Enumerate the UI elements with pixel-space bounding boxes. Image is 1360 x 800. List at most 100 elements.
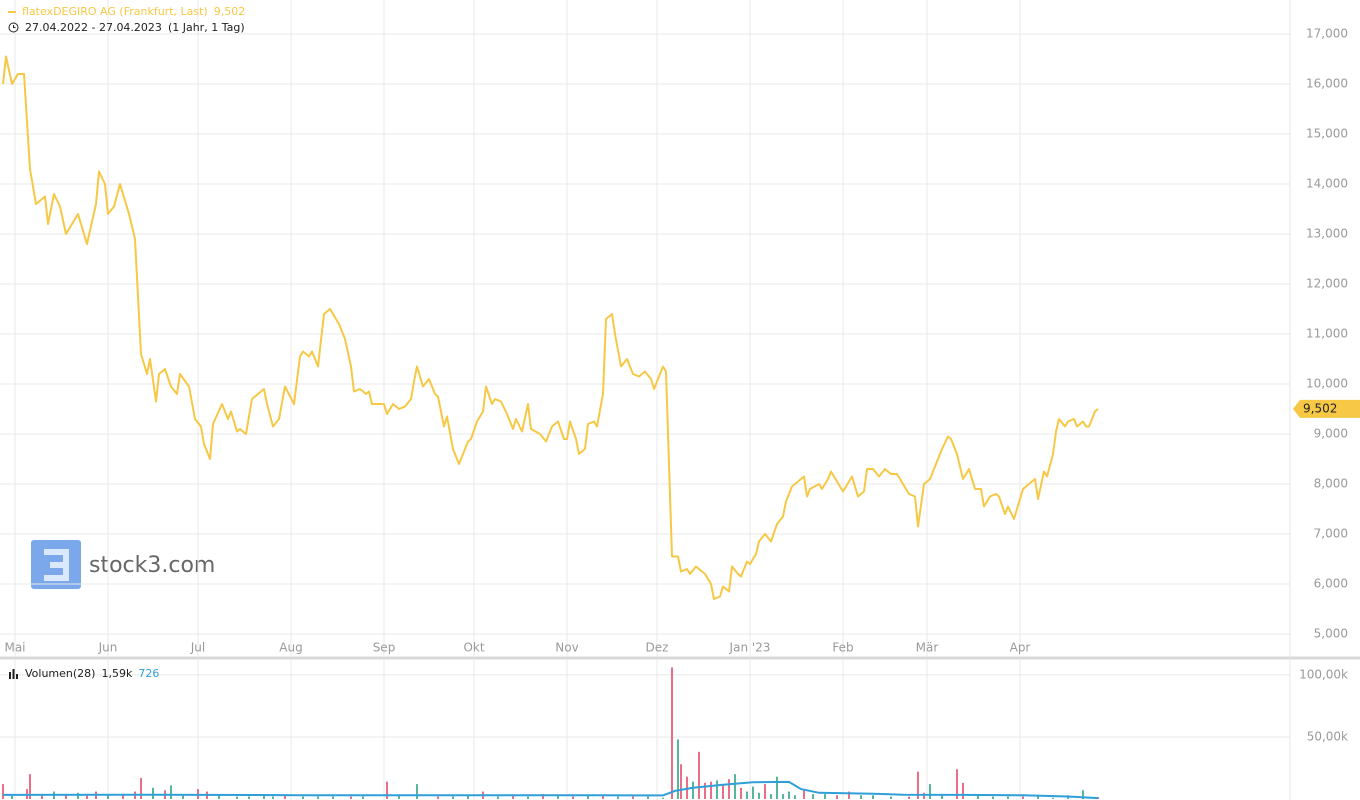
volume-bar: [512, 795, 514, 799]
volume-bar: [680, 764, 682, 799]
y-tick-label: 7,000: [1314, 527, 1348, 541]
y-tick-label: 9,000: [1314, 427, 1348, 441]
date-range: 27.04.2022 - 27.04.2023: [25, 21, 162, 34]
x-tick-label: Feb: [832, 641, 853, 655]
volume-bar: [398, 795, 400, 799]
volume-bar: [1022, 796, 1024, 799]
volume-bar: [836, 795, 838, 799]
volume-bar: [941, 795, 943, 799]
volume-bar: [41, 794, 43, 799]
x-tick-label: Jan '23: [729, 641, 771, 655]
volume-bar: [557, 795, 559, 799]
logo: stock3.com: [31, 540, 215, 589]
volume-bar: [770, 794, 772, 799]
volume-bar: [692, 781, 694, 799]
period: (1 Jahr, 1 Tag): [167, 21, 245, 34]
y-tick-label: 11,000: [1306, 327, 1348, 341]
volume-bar: [908, 796, 910, 799]
volume-bar: [812, 794, 814, 799]
x-tick-label: Apr: [1010, 641, 1031, 655]
volume-bar: [122, 794, 124, 799]
volume-bar: [710, 781, 712, 799]
y-tick-label: 16,000: [1306, 77, 1348, 91]
volume-bar: [824, 794, 826, 799]
volume-bar: [647, 796, 649, 799]
volume-bar: [860, 795, 862, 799]
y-tick-label: 14,000: [1306, 177, 1348, 191]
volume-bar: [632, 796, 634, 799]
legend-swatch: [8, 10, 16, 13]
volume-bar: [872, 795, 874, 799]
y-tick-label: 10,000: [1306, 377, 1348, 391]
y-tick-label: 12,000: [1306, 277, 1348, 291]
volume-bar: [416, 784, 418, 799]
volume-bar: [704, 782, 706, 799]
volume-bar: [65, 795, 67, 799]
volume-bar: [587, 795, 589, 799]
y-tick-label: 6,000: [1314, 577, 1348, 591]
volume-bar: [734, 774, 736, 799]
volume-bar: [302, 796, 304, 799]
price-tag: [1293, 399, 1360, 418]
volume-bar: [218, 795, 220, 799]
volume-bar: [917, 771, 919, 799]
volume-bar: [662, 797, 664, 799]
volume-bar: [890, 796, 892, 799]
volume-bar: [929, 784, 931, 799]
volume-bar: [497, 796, 499, 799]
volume-bar: [284, 795, 286, 799]
watermark: stock3.com: [89, 553, 215, 578]
volume-bar: [677, 739, 679, 799]
x-tick-label: Sep: [373, 641, 396, 655]
volume-bar: [317, 796, 319, 799]
volume-bar: [716, 780, 718, 799]
volume-bar: [740, 787, 742, 799]
volume-bar: [956, 769, 958, 799]
volume-bar: [182, 795, 184, 799]
y-tick-label: 100,00k: [1299, 667, 1348, 681]
volume-bar: [698, 751, 700, 799]
volume-bar: [803, 789, 805, 799]
volume-bar: [764, 784, 766, 799]
volume-bar: [1052, 797, 1054, 799]
volume-bar: [794, 795, 796, 799]
volume-bar: [1082, 790, 1084, 799]
volume-bar: [2, 784, 4, 799]
x-tick-label: Nov: [555, 641, 578, 655]
x-tick-label: Mär: [916, 641, 939, 655]
volume-bar: [107, 795, 109, 799]
volume-bar: [332, 796, 334, 799]
volume-bar: [77, 792, 79, 799]
y-tick-label: 15,000: [1306, 127, 1348, 141]
volume-bar: [272, 796, 274, 799]
volume-bar: [467, 795, 469, 799]
logo-glyph: [44, 549, 69, 581]
x-tick-label: Aug: [279, 641, 302, 655]
volume-bar: [962, 782, 964, 799]
volume-bar: [758, 792, 760, 799]
volume-bar: [248, 796, 250, 799]
clock-icon: [8, 22, 19, 33]
volume-bar: [746, 791, 748, 799]
range-header: 27.04.2022 - 27.04.2023 (1 Jahr, 1 Tag): [8, 21, 245, 34]
volume-bar: [362, 796, 364, 799]
volume-bar: [977, 795, 979, 799]
x-tick-label: Jun: [98, 641, 118, 655]
volume-bar: [728, 779, 730, 799]
last-price: 9,502: [213, 5, 246, 18]
volume-bar: [236, 796, 238, 799]
grid: [0, 0, 1290, 800]
volume-bar: [1037, 796, 1039, 799]
volume-bar: [788, 791, 790, 799]
volume-bar: [170, 785, 172, 799]
volume-bar: [386, 781, 388, 799]
volume-bar: [671, 667, 673, 799]
volume-bar: [542, 794, 544, 799]
y-tick-label: 13,000: [1306, 227, 1348, 241]
volume-header: Volumen(28) 1,59k 726: [8, 667, 159, 680]
volume-bar: [992, 796, 994, 799]
volume-bar: [1007, 796, 1009, 799]
volume-bar: [923, 792, 925, 799]
